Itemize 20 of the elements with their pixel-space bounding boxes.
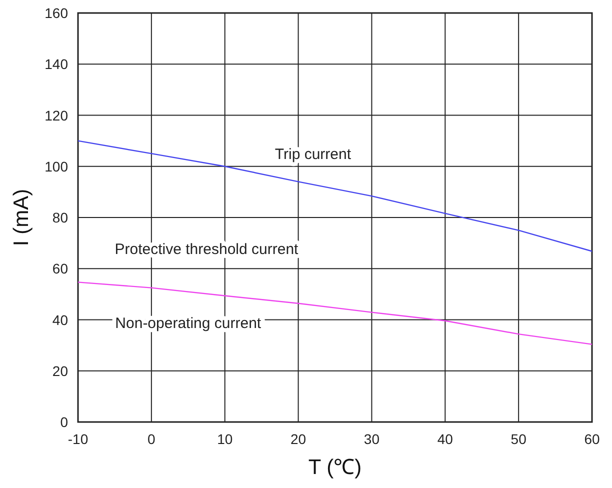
- x-tick-label: 30: [364, 431, 380, 447]
- y-tick-label: 0: [60, 414, 68, 430]
- x-tick-label: 50: [510, 431, 527, 447]
- x-axis-title: T (℃): [308, 456, 362, 479]
- y-tick-label: 80: [52, 210, 68, 226]
- x-tick-label: 10: [217, 431, 233, 447]
- y-tick-label: 100: [44, 158, 68, 174]
- x-tick-label: 20: [290, 431, 306, 447]
- y-tick-label: 120: [44, 107, 68, 124]
- y-axis-title: I (mA): [10, 188, 33, 246]
- x-tick-label: 60: [584, 431, 600, 447]
- y-tick-label: 20: [52, 362, 68, 379]
- y-tick-label: 40: [52, 312, 68, 328]
- y-tick-label: 60: [52, 260, 68, 277]
- line-series: [77, 282, 593, 345]
- y-tick-label: 160: [44, 5, 68, 21]
- x-tick-label: -10: [68, 431, 88, 447]
- y-tick-label: 140: [44, 56, 68, 72]
- x-tick-label: 40: [437, 431, 454, 447]
- x-tick-label: 0: [148, 431, 156, 447]
